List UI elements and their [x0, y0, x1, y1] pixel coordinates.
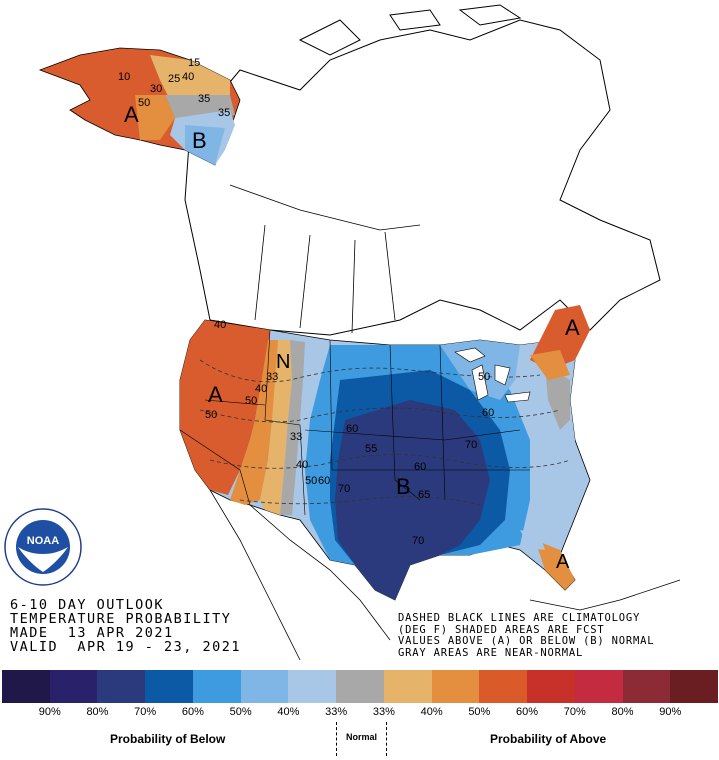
outlook-title-block: 6-10 DAY OUTLOOK TEMPERATURE PROBABILITY… — [10, 598, 241, 654]
label-above-florida: A — [556, 551, 570, 573]
legend-swatch — [574, 670, 623, 703]
val-60-plains: 60 — [318, 475, 330, 487]
note-line-1: DASHED BLACK LINES ARE CLIMATOLOGY — [398, 612, 641, 624]
val-70-plains: 70 — [338, 483, 350, 495]
state-borders — [179, 329, 530, 516]
val-60-central: 60 — [346, 423, 358, 435]
alaska-shading — [38, 47, 241, 166]
legend-swatch — [527, 670, 575, 703]
legend-percent-label: 50% — [468, 706, 491, 718]
val-50-west: 50 — [205, 409, 217, 421]
province-borders — [229, 184, 421, 334]
great-lakes — [454, 347, 531, 403]
legend-below-title: Probability of Below — [110, 732, 226, 746]
note-line-2: (DEG F) SHADED AREAS ARE FCST — [398, 623, 605, 636]
legend-percent-label: 90% — [659, 706, 682, 718]
legend-above-title: Probability of Above — [490, 732, 607, 746]
mexico-outline — [209, 489, 681, 661]
title-line-2: TEMPERATURE PROBABILITY — [10, 611, 232, 627]
legend-percent-label: 40% — [420, 706, 443, 718]
map-notes: DASHED BLACK LINES ARE CLIMATOLOGY (DEG … — [398, 612, 655, 659]
val-10-ak: 10 — [118, 71, 130, 83]
val-33-w: 33 — [266, 371, 278, 383]
val-40-west: 40 — [255, 383, 267, 395]
legend-percent-labels: 90% 80% 70% 60% 50% 40% 33% 33% 40% 50% 60% 70% 80% 9… — [2, 706, 718, 720]
val-30-ak: 30 — [150, 83, 162, 95]
legend-swatch — [431, 670, 480, 703]
val-33-n: 33 — [290, 431, 302, 443]
legend-percent-label: 40% — [277, 706, 300, 718]
legend-divider-right — [386, 722, 387, 756]
val-40-plains: 40 — [296, 459, 308, 471]
label-below-central: B — [396, 474, 411, 499]
legend-swatch — [2, 670, 50, 703]
val-70-south: 70 — [412, 535, 424, 547]
label-above-northeast: A — [565, 315, 580, 340]
legend-swatch — [49, 670, 98, 703]
legend-percent-label: 70% — [134, 706, 157, 718]
label-below-alaska: B — [192, 128, 207, 153]
title-line-4: VALID APR 19 - 23, 2021 — [10, 639, 242, 655]
title-line-3: MADE 13 APR 2021 — [10, 625, 174, 641]
label-above-alaska: A — [124, 102, 139, 127]
val-50-west-b: 50 — [245, 395, 257, 407]
legend-color-bar — [2, 670, 719, 703]
val-50-plains: 50 — [305, 475, 317, 487]
legend-percent-label: 80% — [611, 706, 634, 718]
legend-swatch — [383, 670, 432, 703]
legend-divider-left — [336, 722, 337, 756]
val-40-oregon: 40 — [214, 319, 226, 331]
val-60-east: 60 — [482, 407, 494, 419]
legend-percent-label: 60% — [516, 706, 539, 718]
outlook-map: A A A A B B N 50 40 50 33 33 40 40 50 60… — [38, 4, 681, 661]
legend-normal-title: Normal — [346, 732, 378, 742]
legend-percent-label: 90% — [38, 706, 61, 718]
legend-swatch — [670, 670, 719, 703]
val-35-ak: 35 — [198, 93, 210, 105]
noaa-logo-text: NOAA — [27, 535, 59, 547]
val-50-ak: 50 — [138, 97, 150, 109]
val-25-ak: 25 — [168, 73, 180, 85]
label-normal-rockies: N — [276, 351, 290, 373]
canada-land — [184, 4, 661, 336]
legend-swatch — [288, 670, 337, 703]
legend-percent-label: 33% — [325, 706, 348, 718]
val-40-ak: 40 — [182, 71, 194, 83]
legend-swatch — [240, 670, 289, 703]
note-line-3: VALUES ABOVE (A) OR BELOW (B) NORMAL — [398, 635, 655, 647]
legend-swatch — [145, 670, 193, 703]
noaa-logo: NOAA — [4, 508, 82, 586]
legend-swatch — [479, 670, 528, 703]
legend-percent-label: 60% — [181, 706, 204, 718]
val-15-ak: 15 — [188, 57, 200, 69]
legend-swatch — [192, 670, 241, 703]
val-60-central-b: 60 — [414, 461, 426, 473]
legend-swatch — [336, 670, 384, 703]
note-line-4: GRAY AREAS ARE NEAR-NORMAL — [398, 646, 584, 659]
conus-shading — [179, 305, 591, 601]
val-35-ak-b: 35 — [218, 107, 230, 119]
val-55-central: 55 — [365, 443, 377, 455]
legend-percent-label: 70% — [563, 706, 586, 718]
legend-percent-label: 50% — [229, 706, 252, 718]
val-50-lakes: 50 — [478, 371, 490, 383]
title-line-1: 6-10 DAY OUTLOOK — [10, 597, 165, 613]
label-above-west: A — [208, 382, 223, 407]
val-70-central: 70 — [465, 439, 477, 451]
legend-swatch — [622, 670, 671, 703]
legend-swatch — [97, 670, 146, 703]
legend-percent-label: 80% — [86, 706, 109, 718]
legend-percent-label: 33% — [372, 706, 395, 718]
val-65-central: 65 — [418, 489, 430, 501]
